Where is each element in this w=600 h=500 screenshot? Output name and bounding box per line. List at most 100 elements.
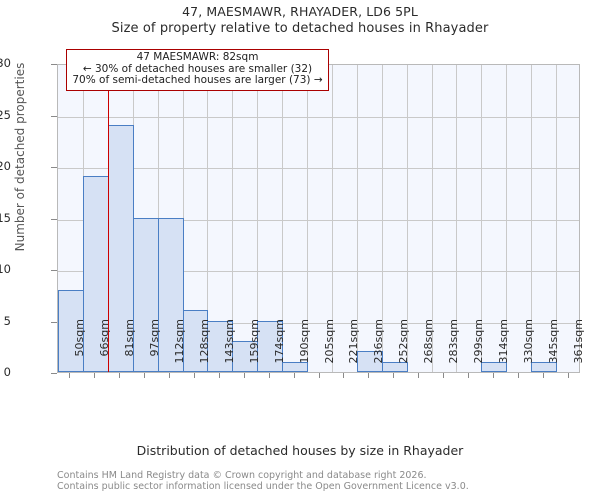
- bar: [232, 341, 258, 372]
- bar: [382, 361, 408, 372]
- gridline-vertical: [257, 65, 258, 372]
- gridline-vertical: [456, 65, 457, 372]
- gridline-vertical: [432, 65, 433, 372]
- gridline-vertical: [307, 65, 308, 372]
- annotation-line-3: 70% of semi-detached houses are larger (…: [72, 74, 323, 87]
- bar: [257, 320, 283, 372]
- x-tick-label: 345sqm: [546, 319, 560, 364]
- footer-line-2: Contains public sector information licen…: [57, 481, 469, 492]
- gridline-vertical: [481, 65, 482, 372]
- y-axis-label: Number of detached properties: [13, 62, 27, 252]
- x-tick-mark: [418, 373, 419, 378]
- x-tick-label: 361sqm: [571, 319, 585, 364]
- x-tick-label: 66sqm: [98, 319, 112, 357]
- x-tick-mark: [443, 373, 444, 378]
- y-tick-mark: [51, 167, 57, 168]
- x-tick-mark: [343, 373, 344, 378]
- bar: [282, 361, 308, 372]
- gridline-vertical: [357, 65, 358, 372]
- plot-area: [57, 64, 580, 373]
- gridline-vertical: [332, 65, 333, 372]
- y-tick-label: 15: [0, 210, 11, 225]
- x-tick-mark: [219, 373, 220, 378]
- annotation-line-1: 47 MAESMAWR: 82sqm: [136, 51, 259, 63]
- y-tick-label: 0: [3, 365, 11, 379]
- x-tick-mark: [244, 373, 245, 378]
- x-tick-label: 97sqm: [148, 319, 162, 357]
- bar-series: [58, 65, 579, 372]
- page-subtitle: Size of property relative to detached ho…: [111, 21, 489, 36]
- gridline-vertical: [556, 65, 557, 372]
- x-tick-mark: [294, 373, 295, 378]
- x-tick-mark: [568, 373, 569, 378]
- y-tick-label: 25: [0, 107, 11, 122]
- gridline-horizontal: [58, 168, 579, 169]
- x-tick-label: 252sqm: [397, 319, 411, 364]
- x-tick-label: 236sqm: [372, 319, 386, 364]
- x-tick-mark: [319, 373, 320, 378]
- x-tick-label: 283sqm: [447, 319, 461, 364]
- x-axis-label: Distribution of detached houses by size …: [136, 443, 464, 458]
- x-tick-label: 81sqm: [123, 319, 137, 357]
- page-title: 47, MAESMAWR, RHAYADER, LD6 5PL: [182, 4, 418, 19]
- y-tick-mark: [51, 321, 57, 323]
- gridline-vertical: [282, 65, 283, 372]
- x-tick-label: 174sqm: [272, 319, 286, 364]
- x-tick-mark: [69, 373, 70, 378]
- x-tick-label: 221sqm: [347, 319, 361, 364]
- x-tick-mark: [468, 373, 469, 378]
- x-tick-mark: [119, 373, 120, 378]
- y-tick-mark: [51, 373, 57, 374]
- gridline-horizontal: [58, 219, 579, 221]
- y-tick-mark: [51, 218, 57, 220]
- annotation-line-2: ← 30% of detached houses are smaller (32…: [82, 62, 313, 75]
- gridline-vertical: [207, 65, 208, 372]
- x-tick-mark: [368, 373, 369, 378]
- y-tick-mark: [51, 64, 57, 65]
- gridline-horizontal: [58, 322, 579, 324]
- x-tick-mark: [393, 373, 394, 378]
- gridline-vertical: [382, 65, 383, 372]
- x-tick-mark: [144, 373, 145, 378]
- bar: [158, 217, 184, 372]
- gridline-vertical: [506, 65, 507, 372]
- gridline-vertical: [407, 65, 408, 372]
- x-tick-label: 143sqm: [222, 319, 236, 364]
- x-tick-mark: [493, 373, 494, 378]
- bar: [531, 361, 557, 372]
- y-tick-mark: [51, 270, 57, 271]
- bar: [58, 289, 84, 372]
- y-tick-label: 30: [0, 56, 11, 70]
- x-tick-mark: [169, 373, 170, 378]
- annotation-box: 47 MAESMAWR: 82sqm ← 30% of detached hou…: [66, 49, 329, 91]
- footer-line-1: Contains HM Land Registry data © Crown c…: [57, 470, 427, 481]
- x-tick-label: 128sqm: [197, 319, 211, 364]
- bar: [133, 217, 159, 372]
- x-tick-label: 159sqm: [247, 319, 261, 364]
- x-tick-mark: [543, 373, 544, 378]
- x-tick-mark: [94, 373, 95, 378]
- x-tick-mark: [269, 373, 270, 378]
- gridline-horizontal: [58, 271, 579, 272]
- x-tick-label: 299sqm: [471, 319, 485, 364]
- x-tick-mark: [518, 373, 519, 378]
- x-tick-label: 112sqm: [173, 319, 187, 364]
- gridline-vertical: [531, 65, 532, 372]
- x-tick-label: 190sqm: [297, 319, 311, 364]
- x-tick-mark: [194, 373, 195, 378]
- property-size-marker: [107, 65, 110, 372]
- bar: [481, 361, 507, 372]
- bar: [183, 310, 208, 372]
- x-tick-label: 50sqm: [73, 319, 87, 357]
- x-tick-label: 314sqm: [496, 319, 510, 364]
- y-tick-label: 5: [3, 313, 11, 328]
- x-tick-label: 268sqm: [422, 319, 436, 364]
- x-tick-label: 330sqm: [521, 319, 535, 364]
- y-tick-mark: [51, 115, 57, 117]
- x-tick-label: 205sqm: [322, 319, 336, 364]
- gridline-horizontal: [58, 116, 579, 118]
- y-tick-label: 10: [0, 262, 11, 276]
- footer-attribution: Contains HM Land Registry data © Crown c…: [57, 470, 597, 492]
- gridline-vertical: [232, 65, 233, 372]
